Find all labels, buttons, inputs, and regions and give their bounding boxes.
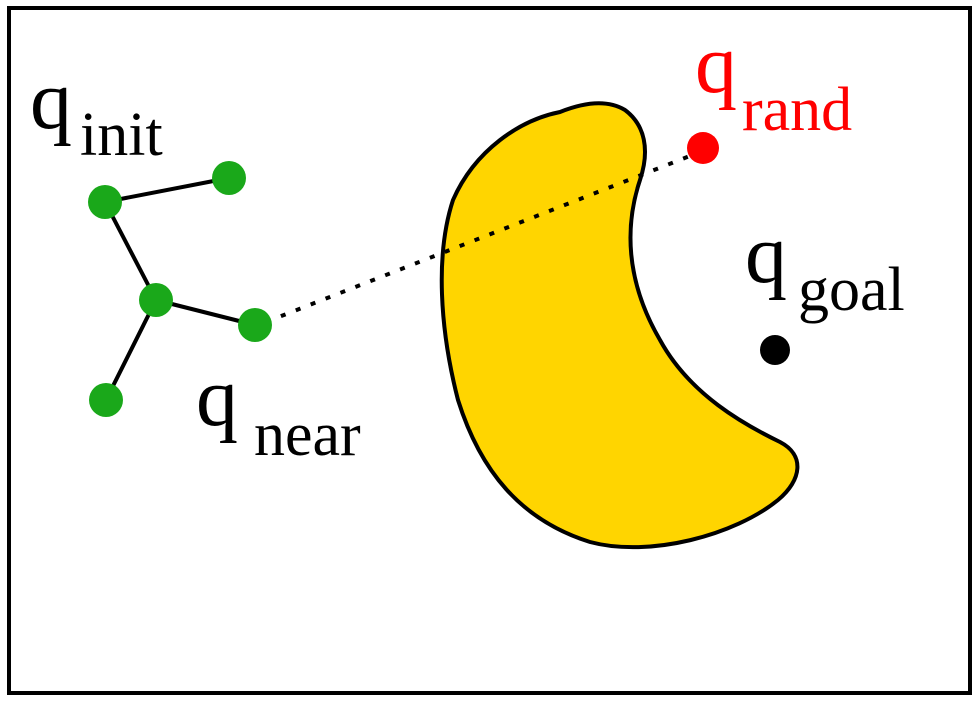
tree-edge [104, 299, 158, 401]
label-q-rand-sub: rand [742, 76, 852, 144]
label-q-near: q near [196, 351, 361, 469]
tree-node [139, 283, 173, 317]
label-q-init-sub: init [80, 101, 163, 169]
random-sample-point [687, 132, 719, 164]
tree-node [212, 161, 246, 195]
label-q-rand-base: q [695, 18, 737, 111]
label-q-near-base: q [196, 351, 238, 444]
label-q-near-sub: near [254, 401, 361, 469]
tree-edge [103, 201, 158, 301]
label-q-goal: q goal [745, 208, 905, 324]
tree-nodes [88, 161, 272, 417]
tree-edge [155, 298, 256, 327]
label-q-goal-base: q [745, 208, 787, 301]
extension-dotted-line [265, 150, 701, 324]
tree-node [89, 383, 123, 417]
obstacle-shape [439, 101, 800, 550]
tree-node-near [238, 308, 272, 342]
tree-node-root [88, 185, 122, 219]
label-q-goal-sub: goal [798, 256, 905, 324]
label-q-init-base: q [30, 54, 72, 147]
label-q-init: q init [30, 54, 163, 169]
label-q-rand: q rand [695, 18, 852, 144]
tree-edge [104, 176, 230, 204]
tree-edges [103, 176, 256, 401]
goal-point [760, 335, 790, 365]
